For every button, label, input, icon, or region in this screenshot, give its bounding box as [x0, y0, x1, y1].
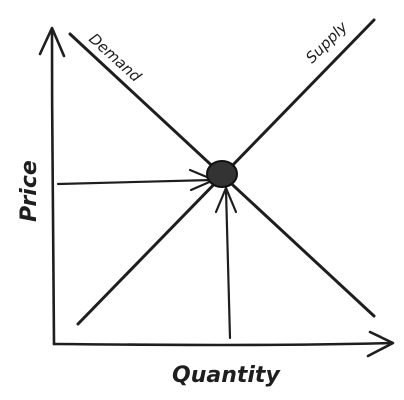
y-axis — [38, 26, 66, 346]
supply-label: Supply — [302, 17, 352, 67]
x-axis-label: Quantity — [172, 363, 281, 388]
x-axis — [52, 330, 395, 358]
price-arrow — [56, 168, 216, 192]
equilibrium-point — [206, 160, 238, 188]
y-axis-label: Price — [17, 160, 42, 222]
quantity-arrow — [214, 186, 238, 340]
